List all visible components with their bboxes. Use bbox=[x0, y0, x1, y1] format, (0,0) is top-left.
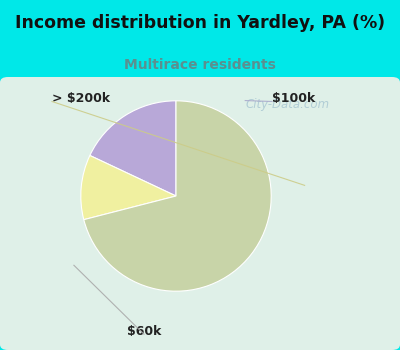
Text: Multirace residents: Multirace residents bbox=[124, 58, 276, 72]
Text: Income distribution in Yardley, PA (%): Income distribution in Yardley, PA (%) bbox=[15, 14, 385, 33]
FancyBboxPatch shape bbox=[0, 77, 400, 350]
Wedge shape bbox=[84, 101, 271, 291]
Text: $100k: $100k bbox=[272, 92, 315, 105]
Wedge shape bbox=[81, 155, 176, 220]
Text: City-Data.com: City-Data.com bbox=[246, 98, 330, 111]
Text: $60k: $60k bbox=[127, 325, 161, 338]
Wedge shape bbox=[90, 101, 176, 196]
Text: > $200k: > $200k bbox=[52, 92, 110, 105]
